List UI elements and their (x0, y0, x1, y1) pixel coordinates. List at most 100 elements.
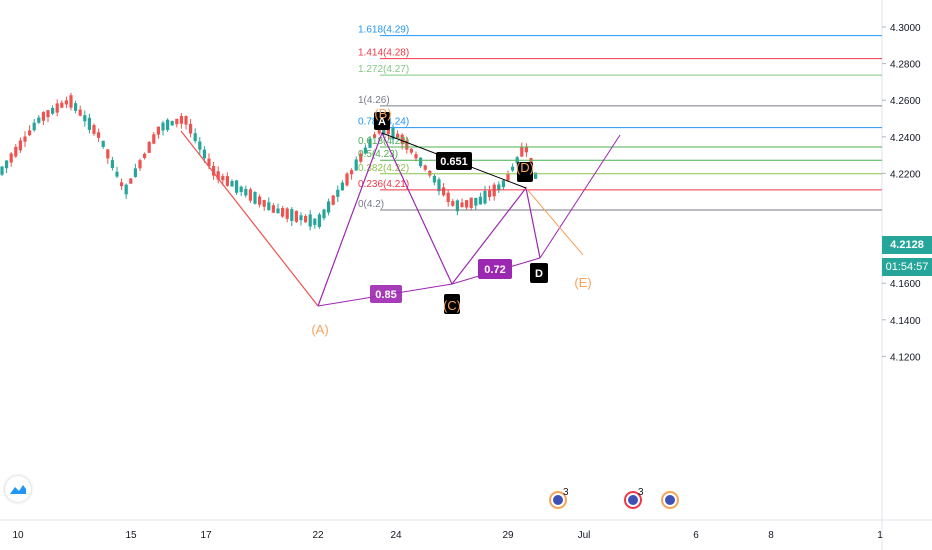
x-axis[interactable]: 10 15 17 22 24 29 Jul 6 8 1 (12, 530, 883, 541)
candle-body (92, 125, 96, 134)
x-tick-label: 22 (312, 530, 324, 541)
candles-layer (0, 92, 538, 231)
candle-body (501, 180, 505, 188)
candle-body (465, 200, 469, 208)
event-count-2: 3 (638, 487, 644, 498)
wave-e-label: (E) (574, 275, 591, 290)
event-icon-2[interactable]: 3 (624, 487, 644, 509)
candle-body (409, 148, 413, 153)
candle-body (340, 182, 344, 191)
candle-body (152, 134, 156, 144)
candle-body (455, 200, 459, 212)
candle-body (281, 207, 285, 217)
candle-body (299, 215, 303, 221)
candle-body (138, 160, 142, 169)
candle-body (497, 184, 501, 190)
point-c-marker[interactable] (517, 162, 533, 182)
candle-body (483, 190, 487, 204)
fib-level-label: 1.618(4.29) (358, 25, 409, 36)
x-tick-label: 29 (502, 530, 514, 541)
current-price-badge: 4.2128 (882, 236, 932, 254)
x-tick-label: 15 (125, 530, 137, 541)
tradingview-logo-icon[interactable] (5, 476, 31, 502)
candle-body (437, 179, 441, 192)
point-d-marker[interactable]: D (530, 263, 548, 283)
point-a-text: A (378, 116, 386, 128)
candle-body (64, 100, 68, 105)
candle-body (225, 176, 229, 186)
fib-level-label: 0.236(4.21) (358, 179, 409, 190)
candle-countdown: 01:54:57 (882, 258, 932, 276)
y-axis[interactable]: 4.30004.28004.26004.24004.22004.18004.16… (882, 23, 921, 363)
candle-body (83, 115, 87, 122)
candle-body (285, 208, 289, 219)
candle-body (350, 170, 354, 175)
ratio-box-bc[interactable]: 0.651 (436, 152, 472, 170)
y-tick-label: 4.1600 (890, 279, 921, 290)
y-tick-label: 4.1200 (890, 352, 921, 363)
candle-body (235, 180, 239, 193)
candle-body (414, 154, 418, 159)
point-b-marker[interactable] (444, 294, 460, 314)
candle-body (147, 141, 151, 153)
wave-b-label: (B) (374, 106, 391, 121)
candle-body (363, 147, 367, 154)
y-tick-label: 4.2800 (890, 60, 921, 71)
candle-body (161, 122, 165, 131)
candle-body (37, 117, 41, 123)
candle-body (198, 141, 202, 150)
fib-level-label: 1.272(4.27) (358, 64, 409, 75)
candle-body (129, 178, 133, 184)
event-count-1: 3 (563, 487, 569, 498)
candle-body (258, 196, 262, 205)
candle-body (428, 170, 432, 176)
fib-level-label: 0.382(4.22) (358, 163, 409, 174)
candle-body (179, 115, 183, 124)
candle-body (308, 214, 312, 227)
candle-body (354, 159, 358, 171)
event-icon-3[interactable] (661, 491, 679, 509)
candle-body (276, 208, 280, 214)
candle-body (386, 128, 390, 135)
x-tick-label: 10 (12, 530, 24, 541)
candle-body (419, 157, 423, 167)
candle-body (230, 181, 234, 187)
candle-body (193, 133, 197, 142)
y-tick-label: 4.2400 (890, 133, 921, 144)
candle-body (373, 134, 377, 138)
candle-body (271, 205, 275, 213)
point-a-marker[interactable]: A (374, 112, 390, 130)
x-tick-label: 6 (693, 530, 699, 541)
candle-body (5, 160, 9, 169)
candle-body (322, 209, 326, 219)
projection-line[interactable] (539, 134, 621, 259)
x-tick-label: 17 (200, 530, 212, 541)
candle-body (175, 118, 179, 125)
projection-line-e[interactable] (525, 187, 584, 256)
candle-body (166, 119, 170, 130)
x-tick-label: 8 (768, 530, 774, 541)
event-icon-1[interactable]: 3 (549, 487, 569, 509)
y-tick-label: 4.3000 (890, 23, 921, 34)
candle-body (336, 189, 340, 197)
ratio-box-cd[interactable]: 0.72 (478, 259, 512, 279)
candle-body (207, 158, 211, 167)
ratio-box-ab[interactable]: 0.85 (370, 285, 402, 303)
candle-body (9, 153, 13, 163)
fib-level-label: 1(4.26) (358, 95, 390, 106)
candle-body (55, 103, 59, 113)
candle-body (520, 147, 524, 157)
candle-body (41, 112, 45, 121)
candle-body (253, 191, 257, 204)
pattern-leg-xa[interactable] (180, 130, 319, 307)
candle-body (327, 201, 331, 213)
candle-body (14, 146, 18, 157)
candle-body (391, 127, 395, 140)
candle-body (400, 134, 404, 145)
candle-body (446, 192, 450, 203)
fib-level-label: 0(4.2) (358, 199, 384, 210)
candle-body (488, 190, 492, 198)
candle-body (120, 182, 124, 187)
